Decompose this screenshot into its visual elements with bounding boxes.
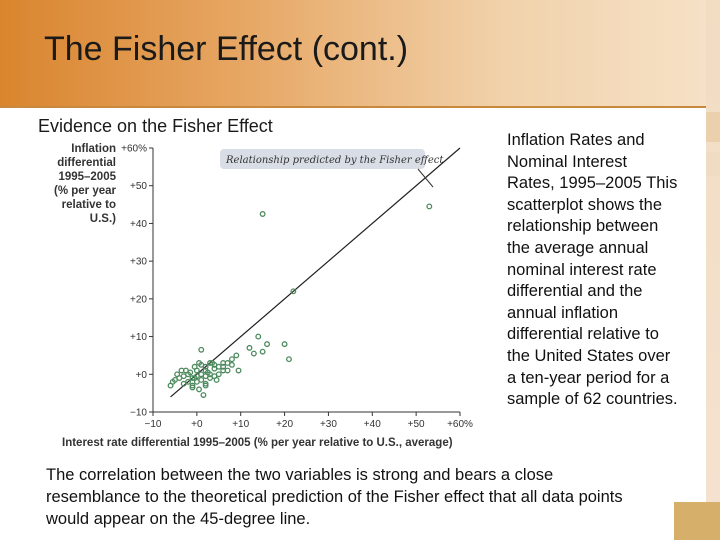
data-point	[426, 203, 433, 210]
data-point	[259, 211, 266, 217]
data-point	[259, 348, 266, 355]
slide-title: The Fisher Effect (cont.)	[44, 30, 409, 68]
data-point	[198, 346, 205, 353]
data-point	[213, 376, 220, 383]
slide-caption: The correlation between the two variable…	[46, 466, 623, 528]
annotation-pointer	[417, 168, 434, 188]
data-point	[228, 356, 235, 363]
title-banner	[0, 0, 720, 108]
scatter-chart: Inflation differential 1995–2005 (% per yea…	[54, 143, 473, 449]
y-tick-label: +20	[130, 294, 147, 305]
x-tick-label: +30	[320, 419, 337, 430]
data-point	[189, 382, 196, 389]
x-tick-label: +0	[191, 419, 203, 430]
data-point	[220, 360, 227, 366]
data-point	[281, 341, 288, 348]
y-axis-ticks: −10 +0 +10 +20 +30 +40 +50 +60%	[121, 144, 153, 419]
figure-description: Inflation Rates and Nominal Interest Rat…	[507, 131, 678, 409]
data-point	[204, 369, 211, 376]
data-point	[202, 382, 209, 389]
data-point	[189, 384, 196, 391]
data-points	[167, 203, 433, 398]
y-tick-label: +60%	[121, 144, 147, 155]
data-point	[264, 341, 270, 348]
x-tick-label: −10	[145, 419, 162, 430]
y-axis-label-line: differential	[57, 157, 116, 169]
y-axis-label: Inflation differential 1995–2005 (% per yea…	[54, 143, 117, 225]
data-point	[178, 367, 185, 374]
data-point	[215, 363, 222, 370]
data-point	[286, 356, 292, 363]
y-axis-label-line: U.S.)	[90, 213, 116, 225]
annotation-label: Relationship predicted by the Fisher eff…	[225, 155, 444, 166]
x-tick-label: +60%	[447, 419, 473, 430]
data-point	[255, 333, 262, 340]
data-point	[207, 360, 213, 366]
x-tick-label: +50	[408, 419, 425, 430]
y-axis-label-line: relative to	[62, 199, 116, 211]
x-tick-label: +10	[232, 419, 249, 430]
x-axis-label: Interest rate differential 1995–2005 (% …	[62, 437, 453, 449]
right-edge-decoration	[706, 0, 720, 540]
data-point	[198, 376, 205, 383]
y-tick-label: +40	[130, 219, 147, 230]
y-axis-label-line: 1995–2005	[58, 171, 116, 183]
data-point	[290, 288, 297, 295]
fisher-reference-line	[170, 147, 461, 398]
data-point	[209, 360, 216, 366]
data-point	[180, 380, 187, 387]
data-point	[224, 367, 231, 374]
data-point	[169, 378, 176, 385]
reference-line-annotation: Relationship predicted by the Fisher eff…	[220, 149, 444, 188]
y-tick-label: −10	[130, 408, 147, 419]
x-tick-label: +20	[276, 419, 293, 430]
y-axis-label-line: (% per year	[54, 185, 117, 197]
data-point	[191, 363, 198, 370]
data-point	[228, 361, 235, 368]
data-point	[202, 380, 209, 387]
data-point	[196, 386, 202, 393]
data-point	[246, 344, 253, 351]
data-point	[191, 375, 198, 382]
data-point	[233, 352, 240, 359]
y-tick-label: +0	[136, 370, 148, 381]
data-point	[200, 392, 207, 398]
data-point	[196, 360, 202, 366]
slide-subtitle: Evidence on the Fisher Effect	[38, 116, 273, 136]
y-axis-label-line: Inflation	[71, 143, 116, 155]
y-tick-label: +50	[130, 181, 147, 192]
data-point	[174, 371, 181, 378]
x-tick-label: +40	[364, 419, 381, 430]
y-tick-label: +10	[130, 332, 147, 343]
title-divider	[0, 106, 706, 108]
corner-decoration	[674, 502, 720, 540]
data-point	[189, 375, 196, 382]
x-axis-ticks: −10 +0 +10 +20 +30 +40 +50 +60%	[145, 412, 473, 430]
data-point	[235, 367, 242, 374]
y-tick-label: +30	[130, 257, 147, 268]
data-point	[250, 350, 257, 357]
